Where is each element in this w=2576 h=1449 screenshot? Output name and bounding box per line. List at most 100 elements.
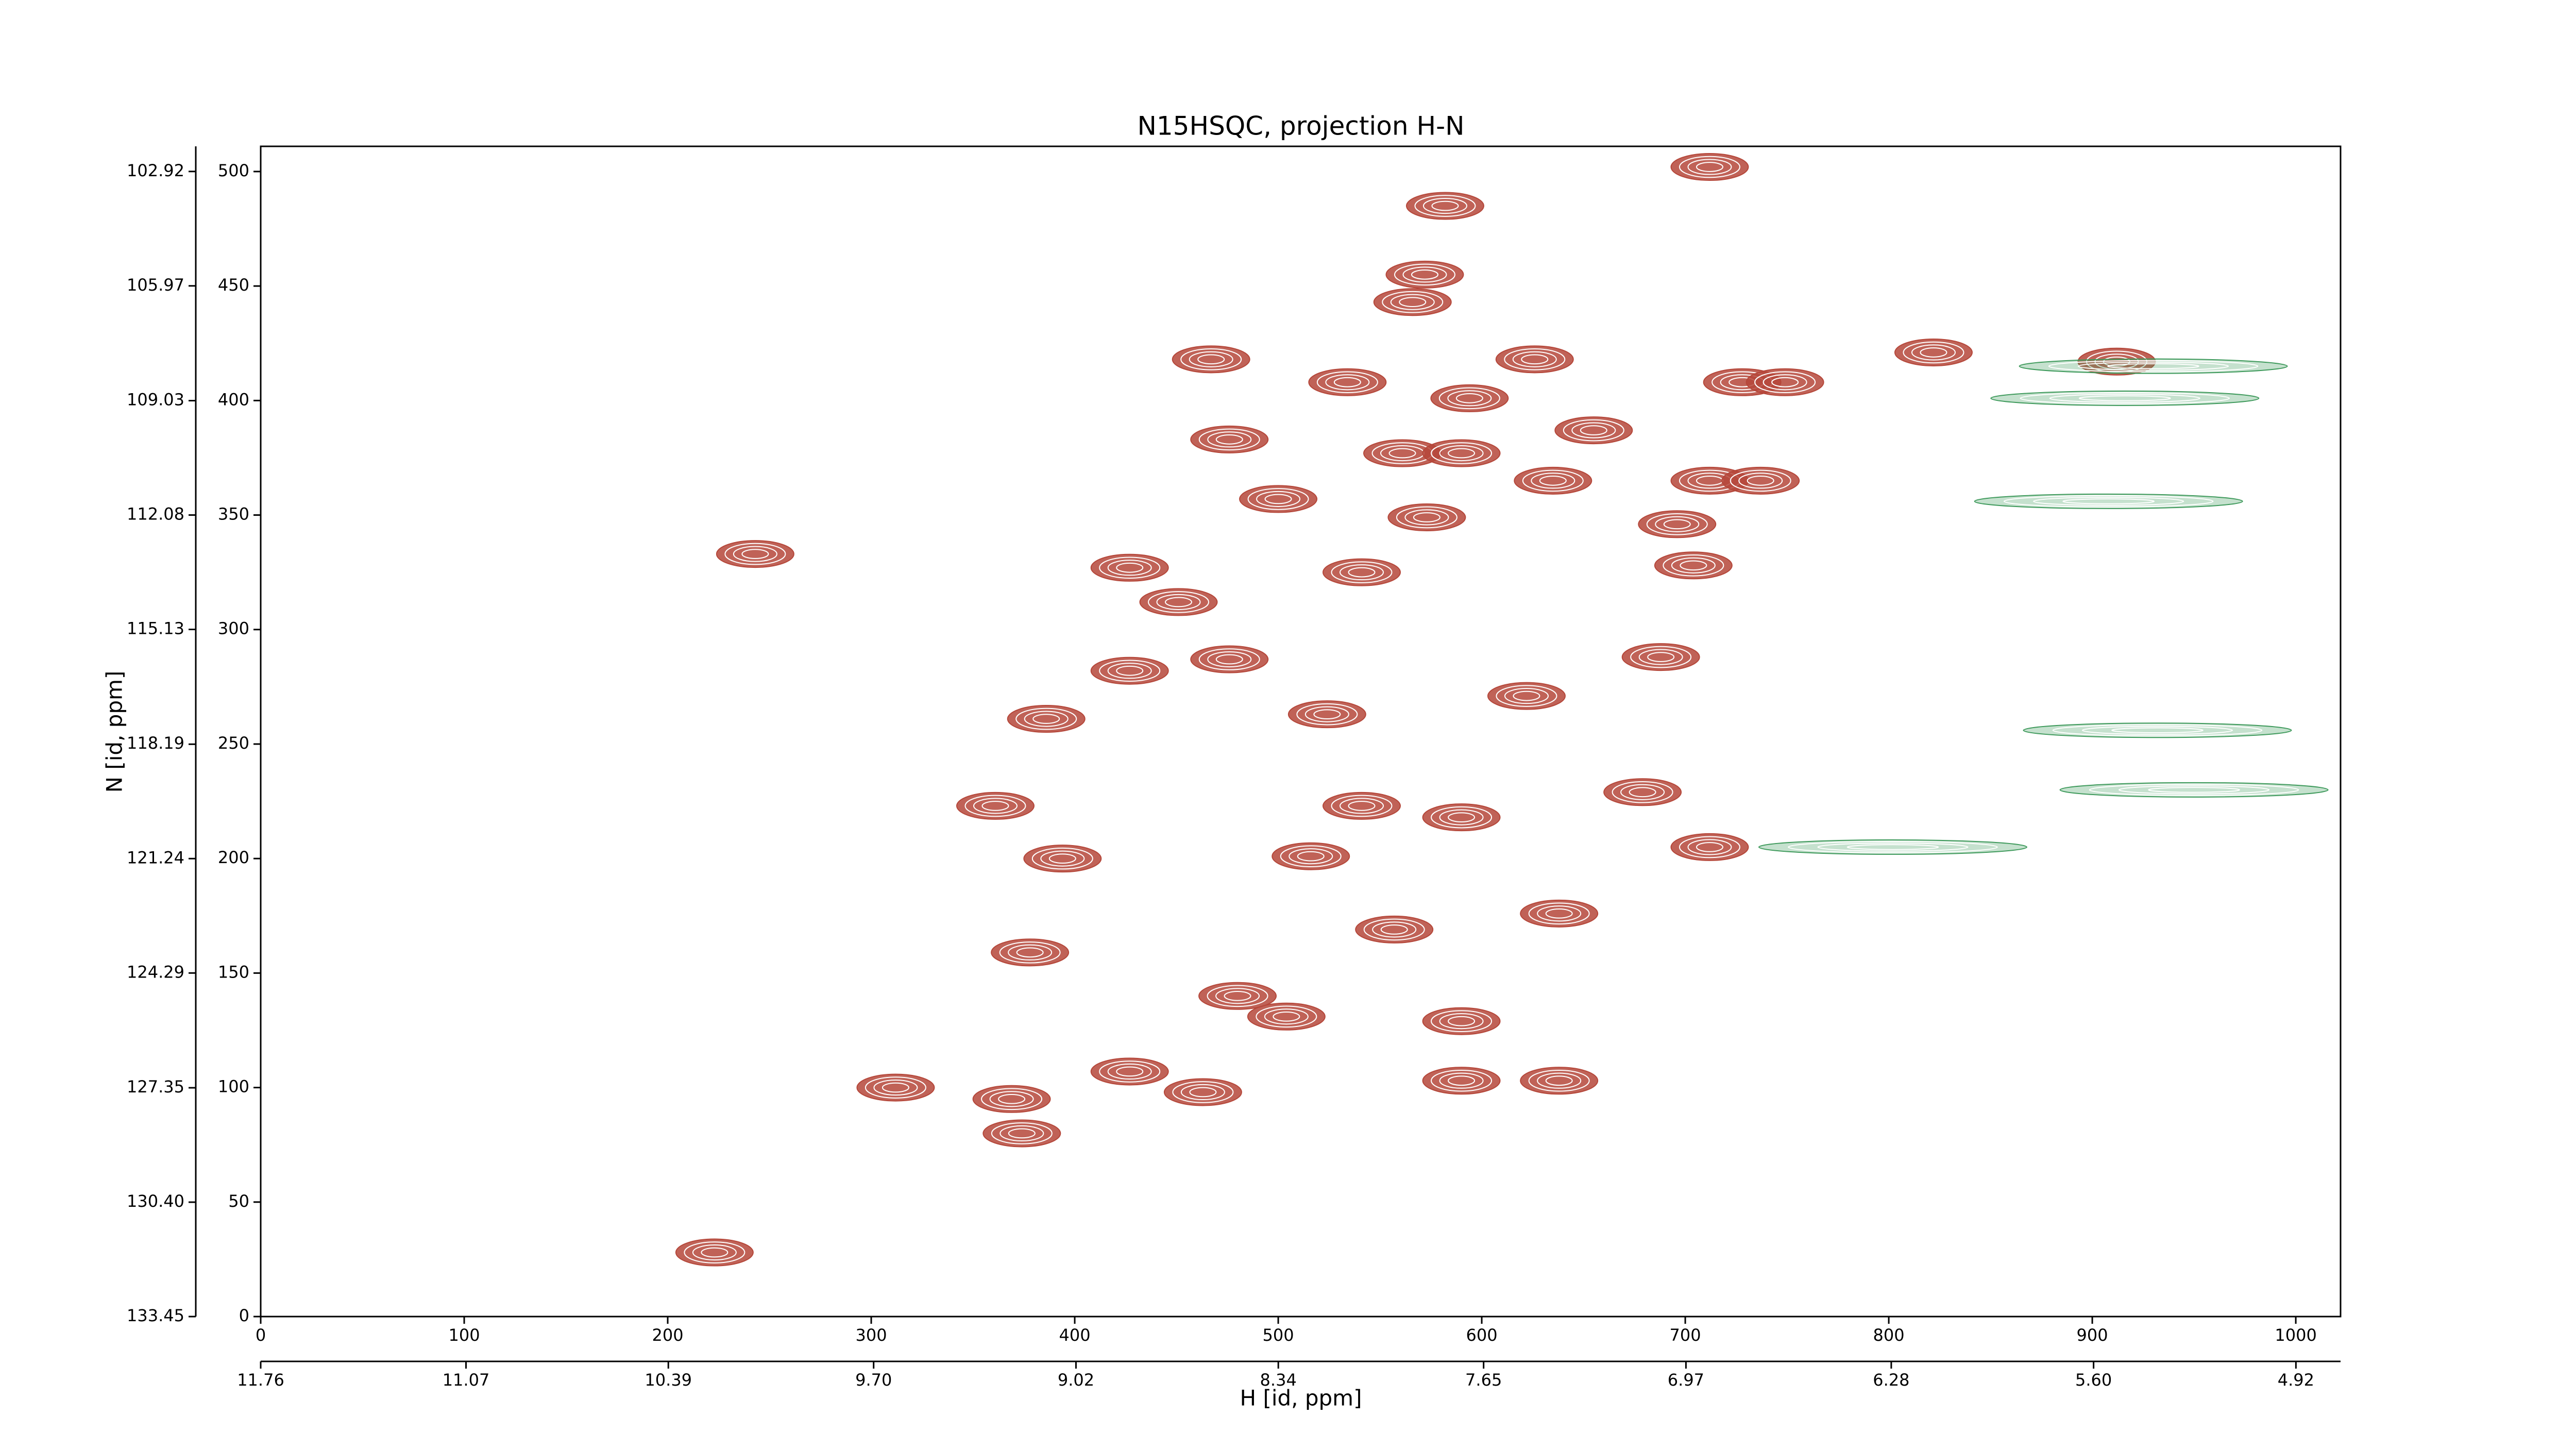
contour-level [856,1073,935,1102]
contour-level [1323,558,1401,586]
contour-level [1139,588,1218,616]
contour-level [2148,787,2240,793]
contour-level [991,1122,1053,1144]
contour-level [1687,159,1732,175]
x2-tick-label: 7.65 [1465,1370,1502,1390]
contour-level [981,1088,1043,1110]
contour-level [1512,351,1557,367]
contour-level [1411,269,1438,280]
contour-level [1431,1069,1493,1092]
contour-level [1422,1067,1501,1095]
peak [2023,722,2292,738]
peak [1287,700,1366,729]
x-tick-label: 600 [1466,1325,1498,1345]
contour-level [1190,425,1269,453]
contour-level [1448,812,1476,822]
peak [1894,338,1973,366]
contour-level [1180,348,1242,370]
contour-level [1198,648,1260,670]
contour-level [2048,360,2259,373]
contour-level [989,1091,1034,1107]
contour-level [2019,358,2288,374]
contour-level [1198,982,1277,1010]
x2-tick-label: 6.28 [1873,1370,1909,1390]
contour-level [2089,783,2299,796]
peak [972,1085,1051,1113]
peak [1308,368,1387,396]
contour-level [1325,374,1370,391]
contour-level [716,540,794,568]
contour-level [1296,703,1358,726]
contour-level [1679,156,1740,178]
contour-level [1439,445,1484,462]
contour-level [1670,833,1749,861]
peak [982,1119,1061,1148]
x-tick-label: 900 [2077,1325,2108,1345]
contour-level [1455,393,1483,403]
contour-level [1394,263,1455,286]
y-tick-label: 450 [218,275,249,295]
x2-tick-label: 6.97 [1668,1370,1704,1390]
contour-level [1402,266,1447,283]
peak [1323,558,1401,586]
contour-level [1654,551,1733,580]
contour-level [1333,377,1361,387]
y-tick-label: 350 [218,504,249,524]
contour-level [1016,947,1044,958]
contour-level [1215,988,1260,1004]
contour-level [1099,557,1161,579]
contour-level [1788,841,1998,853]
contour-level [1522,469,1584,492]
contour-level [1679,836,1740,858]
peak [991,938,1070,967]
contour-level [684,1241,745,1263]
x-tick-label: 400 [1059,1325,1091,1345]
contour-level [1670,153,1749,181]
contour-level [1671,557,1716,574]
peak [1247,1002,1326,1031]
contour-level [1382,291,1444,313]
contour-level [1116,1066,1144,1077]
contour-level [724,543,786,565]
contour-level [1363,918,1425,941]
contour-level [999,941,1061,964]
peak [675,1238,754,1267]
contour-level [1817,843,1969,852]
peak [1638,510,1717,538]
contour-level [1630,646,1692,668]
peak [1387,503,1466,531]
contour-level [1163,1078,1242,1106]
y2-tick-label: 121.24 [127,848,184,867]
peak [1023,845,1102,873]
contour-level [1239,485,1318,513]
contour-level [1190,645,1269,673]
contour-level [991,938,1070,967]
contour-level [1090,1057,1169,1086]
contour-level [1521,354,1549,365]
contour-level [1189,351,1233,367]
contour-level [1116,562,1144,573]
contour-level [1638,510,1717,538]
contour-level [1447,390,1492,407]
contour-level [1771,377,1799,387]
peak [1272,842,1350,870]
contour-level [882,1082,909,1093]
contour-level [1990,390,2260,406]
contour-level [1388,448,1416,459]
contour-level [1620,784,1665,800]
contour-level [1655,516,1700,532]
peak [1190,425,1269,453]
contour-level [1439,1013,1484,1030]
x-tick-label: 300 [855,1325,887,1345]
contour-level [1414,195,1476,217]
contour-level [733,546,777,562]
contour-level [1273,1011,1300,1022]
x2-tick-label: 11.07 [443,1370,490,1390]
plot-frame [260,145,2342,1318]
y-tick-label: 200 [218,848,249,867]
x-tick-label: 0 [256,1325,266,1345]
contour-level [1721,466,1800,495]
contour-level [1090,553,1169,582]
contour-level [2003,495,2214,508]
y2-tick-label: 112.08 [127,504,184,524]
